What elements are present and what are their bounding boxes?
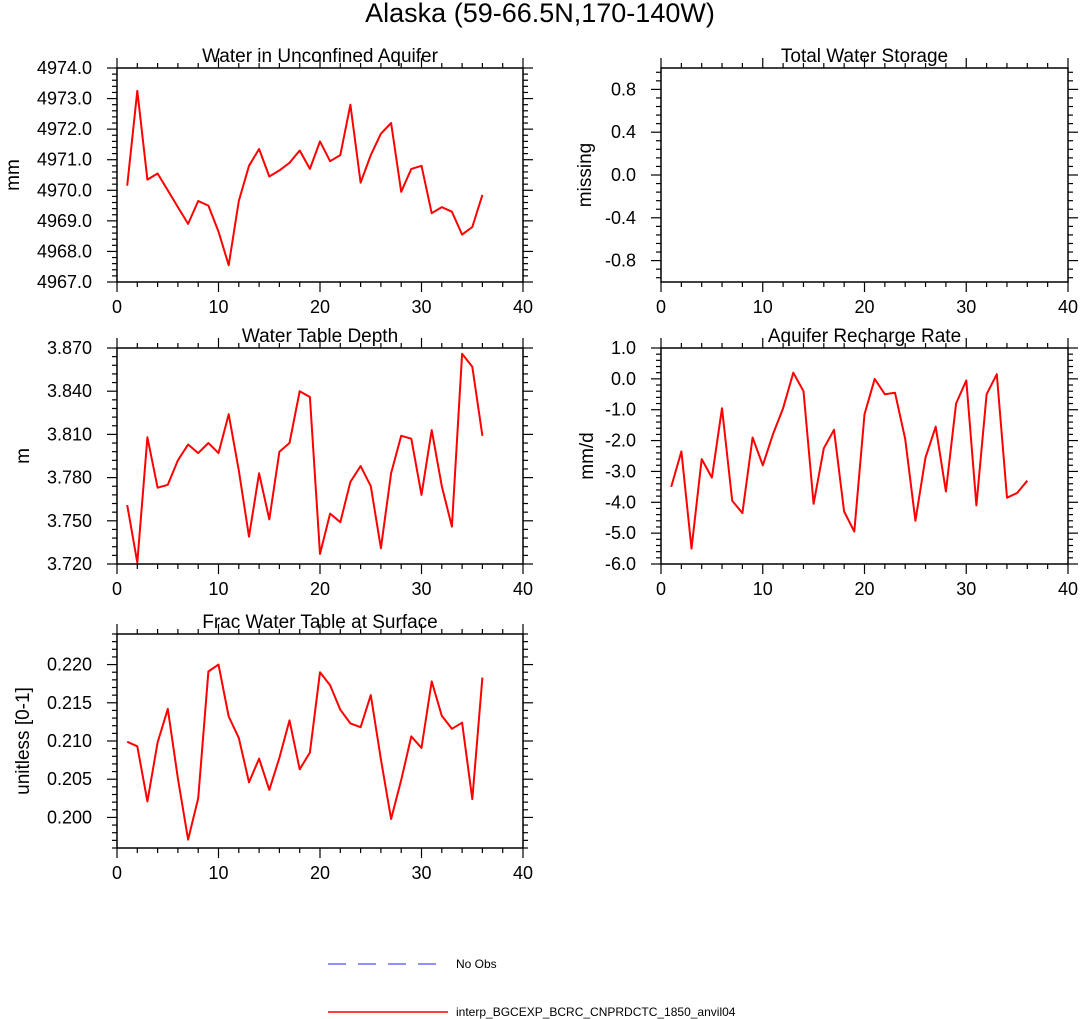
y-tick-label: 0.205 [47, 769, 92, 789]
x-tick-label: 10 [208, 297, 228, 317]
x-tick-label: 10 [753, 579, 773, 599]
series-line [126, 663, 484, 841]
x-tick-label: 30 [411, 863, 431, 883]
y-tick-label: -5.0 [605, 523, 636, 543]
x-tick-label: 20 [854, 297, 874, 317]
y-tick-label: 3.810 [47, 424, 92, 444]
x-tick-label: 30 [411, 579, 431, 599]
y-axis-label: mm [3, 159, 24, 191]
y-tick-label: 0.0 [611, 369, 636, 389]
x-tick-label: 30 [956, 579, 976, 599]
y-tick-label: 0.215 [47, 693, 92, 713]
x-tick-label: 10 [753, 297, 773, 317]
x-tick-label: 20 [310, 579, 330, 599]
y-axis-label: missing [575, 143, 596, 207]
y-tick-label: 4972.0 [37, 119, 92, 139]
plot-frame [660, 67, 1069, 283]
x-tick-label: 0 [112, 863, 122, 883]
plot-frame [116, 67, 524, 283]
y-tick-label: -2.0 [605, 431, 636, 451]
y-tick-label: -0.8 [605, 251, 636, 271]
y-tick-label: -6.0 [605, 554, 636, 574]
y-tick-label: 0.8 [611, 79, 636, 99]
chart-title: Total Water Storage [781, 46, 948, 67]
y-tick-label: -4.0 [605, 492, 636, 512]
x-tick-label: 0 [656, 297, 666, 317]
x-tick-label: 0 [112, 297, 122, 317]
legend-label-model: interp_BGCEXP_BCRC_CNPRDCTC_1850_anvil04 [456, 1005, 736, 1019]
y-tick-label: 4967.0 [37, 272, 92, 292]
y-tick-label: 4973.0 [37, 89, 92, 109]
legend: No Obs interp_BGCEXP_BCRC_CNPRDCTC_1850_… [328, 957, 736, 1019]
y-tick-label: -1.0 [605, 400, 636, 420]
x-tick-label: 20 [310, 297, 330, 317]
x-tick-label: 40 [513, 297, 533, 317]
chart-title: Frac Water Table at Surface [202, 612, 438, 633]
x-tick-label: 10 [208, 579, 228, 599]
y-tick-label: 3.750 [47, 511, 92, 531]
plot-frame [116, 633, 524, 849]
series-line [126, 89, 484, 267]
legend-label-no-obs: No Obs [456, 957, 497, 971]
chart-title: Water in Unconfined Aquifer [202, 46, 439, 67]
chart-title: Water Table Depth [242, 326, 398, 347]
y-axis-label: m [13, 448, 34, 464]
y-tick-label: 4971.0 [37, 150, 92, 170]
y-tick-label: 0.0 [611, 165, 636, 185]
chart-title: Aquifer Recharge Rate [768, 326, 961, 347]
y-tick-label: 0.220 [47, 655, 92, 675]
x-tick-label: 0 [656, 579, 666, 599]
chart-total-water-storage: Total Water Storage 0 10 20 30 40 -0.8 -0.4 0.0 0… [575, 46, 1078, 317]
plot-frame [116, 347, 524, 565]
series-line [670, 371, 1029, 550]
chart-aquifer-recharge: Aquifer Recharge Rate 0 10 20 30 40 -6.0 -5.0 -4… [577, 326, 1078, 599]
y-tick-label: 3.780 [47, 468, 92, 488]
x-tick-label: 40 [1058, 579, 1078, 599]
y-axis-label: mm/d [577, 432, 598, 480]
plot-frame [660, 347, 1069, 565]
x-tick-label: 10 [208, 863, 228, 883]
y-tick-label: 4970.0 [37, 180, 92, 200]
x-tick-label: 30 [411, 297, 431, 317]
y-tick-label: 4969.0 [37, 211, 92, 231]
page-title: Alaska (59-66.5N,170-140W) [365, 0, 715, 28]
y-axis-label: unitless [0-1] [13, 687, 34, 795]
chart-panels: Water in Unconfined Aquifer 0 10 20 30 40 4967… [3, 46, 1078, 883]
chart-water-table-depth: Water Table Depth 0 10 20 30 40 3.720 3.750 3.78… [13, 326, 533, 599]
y-tick-label: 3.870 [47, 338, 92, 358]
x-tick-label: 40 [513, 579, 533, 599]
x-tick-label: 40 [513, 863, 533, 883]
y-tick-label: 0.4 [611, 122, 636, 142]
y-tick-label: -3.0 [605, 461, 636, 481]
y-tick-label: 0.200 [47, 807, 92, 827]
y-tick-label: 1.0 [611, 338, 636, 358]
x-tick-label: 40 [1058, 297, 1078, 317]
x-tick-label: 20 [310, 863, 330, 883]
y-tick-label: 3.840 [47, 381, 92, 401]
y-tick-label: 4974.0 [37, 58, 92, 78]
series-line [126, 352, 484, 564]
y-tick-label: -0.4 [605, 208, 636, 228]
x-tick-label: 30 [956, 297, 976, 317]
chart-water-unconfined: Water in Unconfined Aquifer 0 10 20 30 40 4967… [3, 46, 533, 317]
y-tick-label: 3.720 [47, 554, 92, 574]
y-tick-label: 4968.0 [37, 241, 92, 261]
chart-frac-water-table: Frac Water Table at Surface 0 10 20 30 40 0.20… [13, 612, 533, 883]
y-tick-label: 0.210 [47, 731, 92, 751]
x-tick-label: 20 [854, 579, 874, 599]
x-tick-label: 0 [112, 579, 122, 599]
